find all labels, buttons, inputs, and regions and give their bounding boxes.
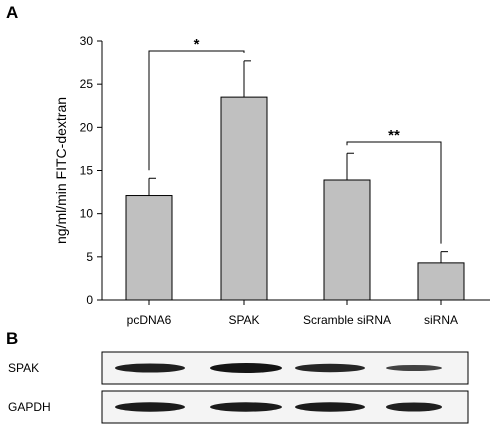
y-tick-label: 25 bbox=[80, 77, 94, 91]
y-tick-label: 5 bbox=[86, 250, 93, 264]
blot-band bbox=[386, 402, 442, 412]
y-tick-label: 30 bbox=[80, 34, 94, 48]
significance-label: ** bbox=[388, 127, 400, 144]
y-tick-label: 0 bbox=[86, 293, 93, 307]
y-tick-label: 10 bbox=[80, 207, 94, 221]
bar bbox=[125, 195, 173, 301]
panel-a-letter: A bbox=[6, 3, 18, 22]
blot-band bbox=[295, 402, 365, 412]
significance-bracket bbox=[148, 50, 245, 171]
blot-band bbox=[210, 363, 282, 373]
x-tick-label: siRNA bbox=[424, 313, 458, 327]
panel-b-letter: B bbox=[6, 329, 18, 348]
blot-row-label: SPAK bbox=[8, 361, 39, 375]
y-tick-label: 20 bbox=[80, 120, 94, 134]
blot-band bbox=[210, 402, 282, 412]
bar bbox=[220, 96, 268, 301]
western-blot: SPAK GAPDH bbox=[8, 351, 469, 424]
x-tick-label: SPAK bbox=[228, 313, 259, 327]
blot-band bbox=[115, 363, 185, 373]
x-tick-label: Scramble siRNA bbox=[303, 313, 391, 327]
bar bbox=[417, 262, 465, 301]
significance-bracket bbox=[346, 141, 442, 244]
bar-chart: ng/ml/min FITC-dextran 0 5 10 15 20 25 30 pcDNA… bbox=[53, 34, 490, 327]
y-axis-label: ng/ml/min FITC-dextran bbox=[53, 97, 69, 244]
bar bbox=[323, 179, 371, 301]
blot-band bbox=[386, 364, 442, 372]
blot-band bbox=[295, 363, 365, 373]
blot-band bbox=[115, 402, 185, 412]
blot-row-label: GAPDH bbox=[8, 400, 51, 414]
y-tick-label: 15 bbox=[80, 164, 94, 178]
significance-label: * bbox=[194, 36, 200, 53]
x-tick-label: pcDNA6 bbox=[127, 313, 172, 327]
